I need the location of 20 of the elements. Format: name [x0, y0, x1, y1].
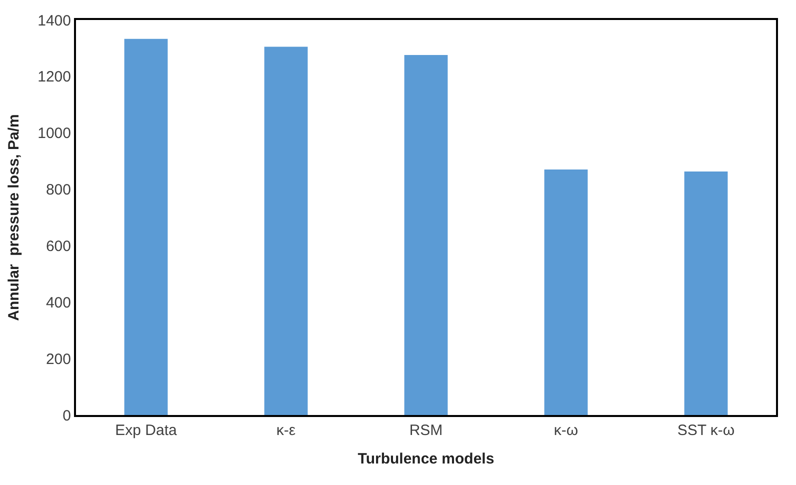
bar: [684, 172, 728, 415]
x-tick-label: SST κ-ω: [677, 422, 735, 439]
y-tick-label: 600: [46, 238, 71, 255]
y-tick-label: 800: [46, 182, 71, 199]
x-axis-title: Turbulence models: [358, 450, 494, 468]
bar: [404, 54, 448, 415]
y-tick-label: 0: [62, 407, 71, 424]
y-tick-label: 1400: [38, 12, 71, 30]
x-tick-label: Exp Data: [115, 422, 178, 439]
y-tick-label: 200: [46, 350, 71, 368]
y-tick-label: 400: [46, 294, 71, 312]
bar: [544, 170, 588, 415]
y-tick-label: 1000: [38, 125, 71, 142]
x-tick-label: κ-ω: [554, 422, 578, 439]
x-tick-label: κ-ε: [276, 422, 296, 439]
y-tick-label: 1200: [38, 68, 71, 86]
y-axis-title: Annular pressure loss, Pa/m: [5, 114, 22, 321]
bar: [264, 46, 308, 415]
x-tick-label: RSM: [409, 422, 443, 439]
bar: [124, 38, 168, 415]
